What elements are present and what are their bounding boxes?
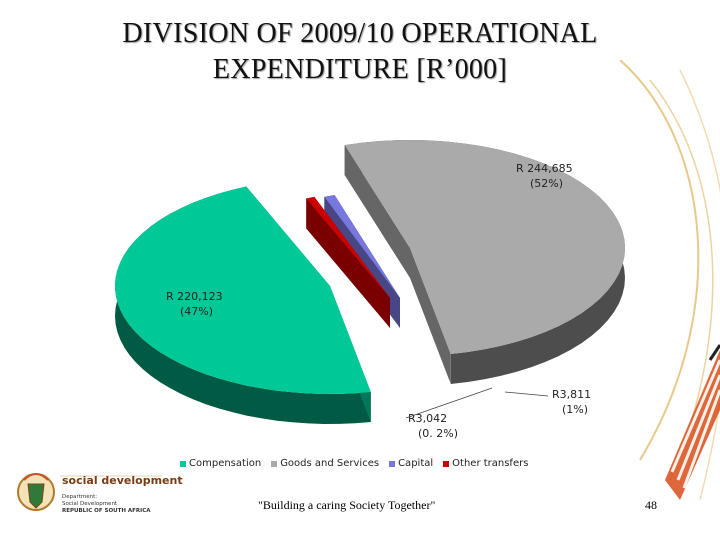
slice-other-transfers-wall-1 <box>306 198 390 328</box>
title-line-2: EXPENDITURE [R’000] <box>212 54 508 85</box>
data-label-value-3: R3,042 <box>408 412 447 425</box>
logo-sub-line-1: Department: <box>62 494 98 500</box>
leader-line-3 <box>405 387 493 419</box>
slice-compensation <box>115 186 371 424</box>
data-label-value-0: R 220,123 <box>166 290 223 303</box>
data-label-value-1: R 244,685 <box>516 162 573 175</box>
legend-swatch-compensation <box>180 460 186 467</box>
page-number: 48 <box>645 498 657 512</box>
slice-goods-services-wall-1 <box>344 145 410 278</box>
data-label-value-2: R3,811 <box>552 388 591 401</box>
page-title: DIVISION OF 2009/10 OPERATIONAL EXPENDIT… <box>40 16 680 88</box>
title-line-1: DIVISION OF 2009/10 OPERATIONAL <box>122 18 598 49</box>
legend-item-other-transfers: Other transfers <box>443 458 528 469</box>
coat-of-arms-logo <box>17 473 162 511</box>
slice-capital-top <box>324 195 400 298</box>
legend-label-capital: Capital <box>398 458 434 469</box>
logo-subtitle: Department: Social Development REPUBLIC … <box>62 494 151 515</box>
slice-goods-services-top <box>344 140 625 354</box>
legend-item-goods-services: Goods and Services <box>271 458 379 469</box>
legend-swatch-other-transfers <box>443 460 450 467</box>
data-label-percent-2: (1%) <box>562 403 588 416</box>
legend-swatch-goods-services <box>271 460 278 467</box>
data-label-percent-1: (52%) <box>530 177 563 190</box>
slice-other-transfers <box>306 196 390 328</box>
slice-compensation-top <box>115 186 371 394</box>
legend-item-capital: Capital <box>389 458 433 469</box>
legend-label-goods-services: Goods and Services <box>280 458 380 469</box>
slice-other-transfers-top <box>306 196 390 298</box>
slice-compensation-side <box>115 186 371 424</box>
chart-legend: Compensation Goods and Services Capital … <box>180 458 528 469</box>
data-label-percent-0: (47%) <box>180 305 213 318</box>
leader-line-2 <box>504 391 549 397</box>
data-label-percent-3: (0. 2%) <box>418 427 458 440</box>
slide-tagline: "Building a caring Society Together" <box>258 498 436 512</box>
legend-swatch-capital <box>389 460 396 467</box>
logo-name: social development <box>62 474 183 487</box>
legend-label-compensation: Compensation <box>189 458 262 469</box>
legend-item-compensation: Compensation <box>180 458 261 469</box>
logo-sub-line-2: Social Development <box>62 501 118 507</box>
decorative-curves <box>619 60 720 501</box>
logo-sub-line-3: REPUBLIC OF SOUTH AFRICA <box>62 508 151 514</box>
slice-goods-services-wall-0 <box>410 248 451 385</box>
slice-goods-services <box>344 140 625 385</box>
legend-label-other-transfers: Other transfers <box>452 458 529 469</box>
